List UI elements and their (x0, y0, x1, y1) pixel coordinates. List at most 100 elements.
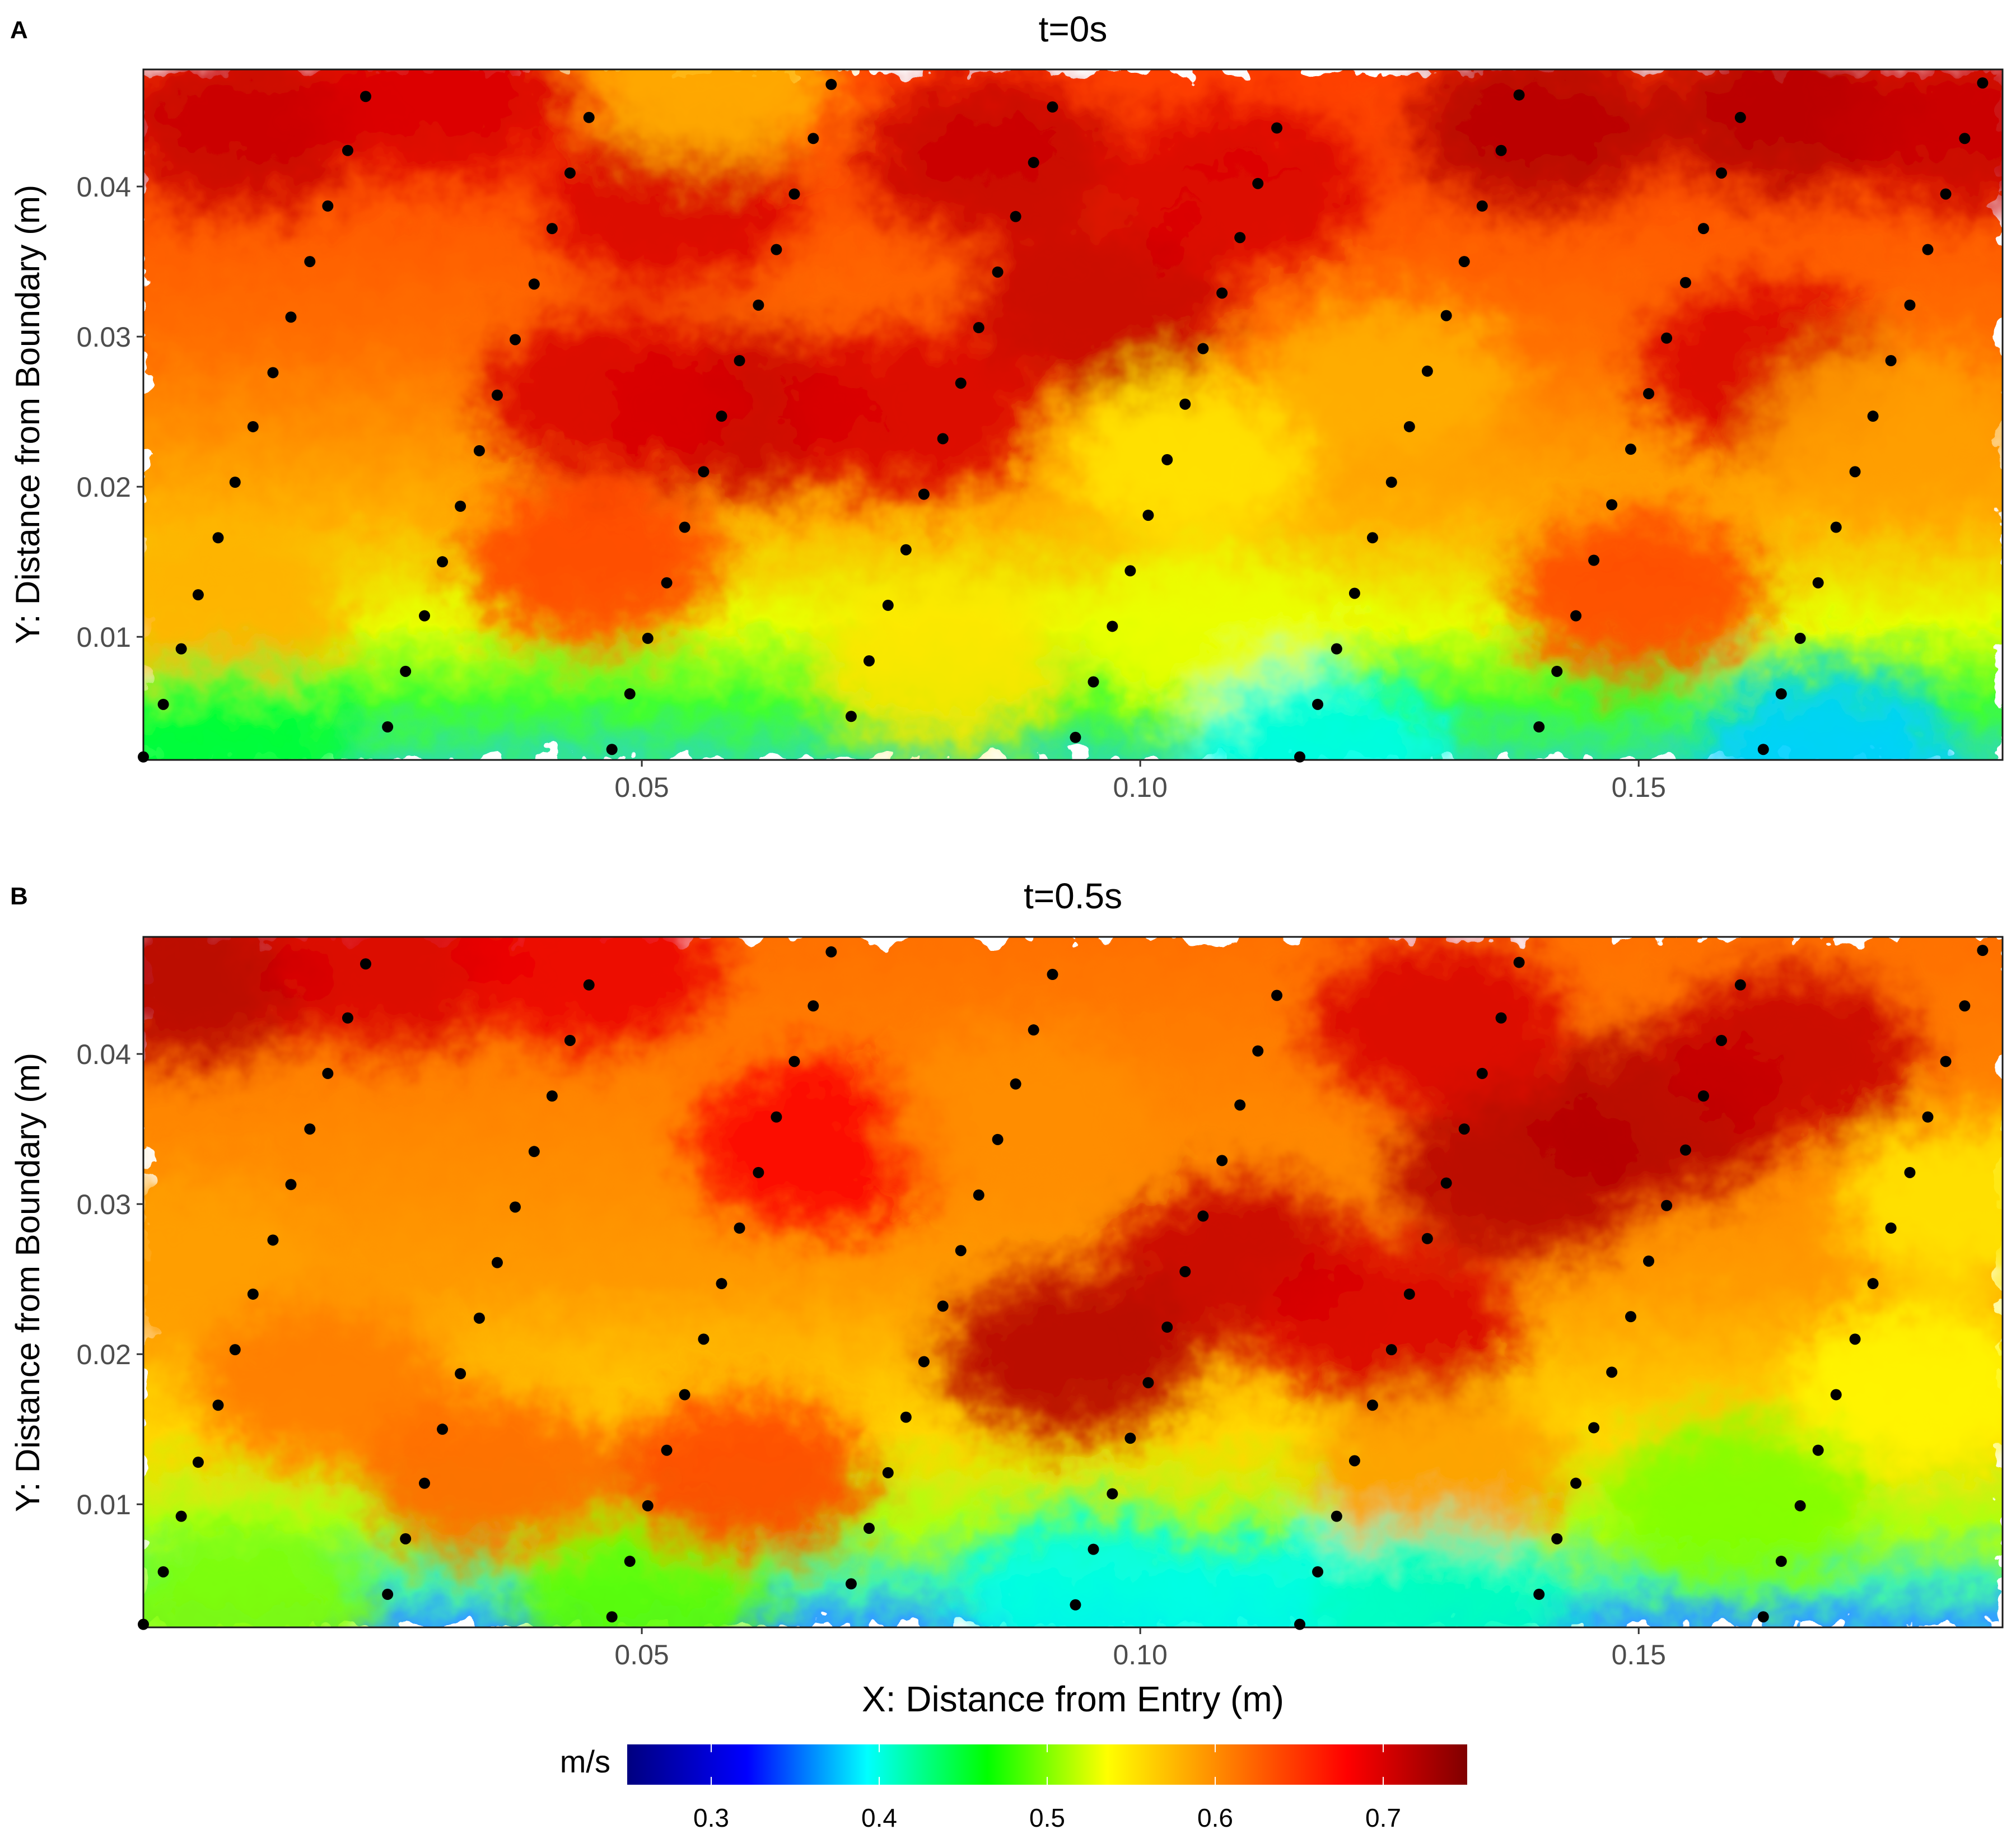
profile-dot-a (564, 167, 576, 179)
profile-dot-b (510, 1201, 521, 1213)
profile-dot-b (1010, 1078, 1021, 1090)
y-axis-b: 0.01 0.02 0.03 0.04 (77, 1039, 143, 1520)
profile-dot-a (1757, 744, 1769, 755)
profile-dot-b (1028, 1024, 1039, 1036)
profile-dot-a (419, 610, 431, 622)
profile-dot-b (955, 1245, 967, 1257)
profile-dot-b (583, 979, 595, 991)
profile-dot-b (304, 1123, 316, 1135)
heatmap-blob-a (1191, 665, 1449, 760)
y-axis-a: 0.01 0.02 0.03 0.04 (77, 171, 143, 653)
profile-dot-b (1625, 1311, 1636, 1323)
profile-dot-b (1234, 1099, 1246, 1111)
profile-dot-a (955, 377, 967, 389)
profile-dot-a (546, 223, 558, 235)
heatmap-blob-a (1061, 372, 1319, 541)
profile-dot-a (900, 544, 912, 556)
profile-dot-b (1070, 1599, 1081, 1611)
profile-dot-a (1271, 122, 1283, 134)
heatmap-blob-b (1838, 1120, 2003, 1289)
heatmap-blob-b (892, 1030, 1150, 1198)
profile-dot-b (229, 1344, 241, 1356)
profile-dot-a (1161, 454, 1173, 465)
panel-a: A t=0s 0.05 0.10 0.15 0.01 0.02 0.03 0.04 Y: … (9, 9, 2004, 803)
profile-dot-b (1940, 1056, 1952, 1067)
profile-dot-a (1661, 332, 1673, 344)
profile-dot-a (716, 410, 727, 422)
y-tick-label-a: 0.01 (77, 622, 131, 653)
heatmap-blob-a (1510, 507, 1768, 676)
profile-dot-b (175, 1510, 187, 1522)
profile-dot-b (1904, 1166, 1916, 1178)
profile-dot-b (900, 1411, 912, 1423)
profile-dot-a (1440, 310, 1452, 321)
profile-dot-a (212, 532, 224, 544)
profile-dot-a (192, 589, 204, 601)
profile-dot-b (1179, 1266, 1191, 1277)
profile-dot-b (845, 1578, 857, 1590)
x-axis-label-b: X: Distance from Entry (m) (862, 1679, 1284, 1719)
profile-dot-a (1047, 101, 1058, 113)
profile-dot-a (1234, 232, 1246, 244)
profile-dot-b (1495, 1012, 1507, 1024)
profile-dot-b (863, 1523, 875, 1534)
profile-dot-b (1385, 1344, 1397, 1356)
heatmap-blob-b (941, 1270, 1200, 1439)
y-axis-label-b: Y: Distance from Boundary (m) (9, 1053, 46, 1512)
profile-dot-a (400, 665, 412, 677)
profile-dot-a (473, 445, 485, 456)
colorbar-tick-label: 0.6 (1197, 1803, 1233, 1832)
profile-dot-a (992, 266, 1004, 278)
profile-dot-b (753, 1166, 764, 1178)
profile-dot-a (491, 389, 503, 401)
x-tick-label-b: 0.15 (1612, 1639, 1666, 1670)
profile-dot-a (1867, 410, 1879, 422)
profile-dot-b (1216, 1155, 1228, 1166)
profile-dot-b (1812, 1444, 1824, 1456)
profile-dot-b (1348, 1455, 1360, 1467)
profile-dot-b (473, 1312, 485, 1324)
profile-dot-b (1331, 1510, 1342, 1522)
profile-dot-a (1588, 554, 1600, 566)
profile-dot-b (1197, 1210, 1209, 1222)
profile-dot-b (1294, 1618, 1305, 1630)
profile-dot-b (1476, 1067, 1488, 1079)
profile-dot-a (1625, 444, 1636, 455)
profile-dot-b (1312, 1566, 1324, 1578)
profile-dot-b (437, 1424, 449, 1435)
profile-dot-b (1588, 1422, 1600, 1434)
heatmap-a-blobs (143, 69, 2003, 760)
profile-dot-a (360, 91, 371, 102)
profile-dot-a (1421, 365, 1433, 377)
panel-a-frame (142, 68, 2004, 761)
profile-dot-b (382, 1589, 394, 1600)
x-tick-label-b: 0.05 (614, 1639, 669, 1670)
profile-dot-a (1366, 532, 1378, 544)
panel-a-title: t=0s (1039, 9, 1108, 49)
heatmap-blob-b (264, 937, 521, 1048)
profile-dot-a (1476, 200, 1488, 212)
profile-dot-b (455, 1368, 466, 1380)
profile-dot-b (698, 1333, 710, 1345)
profile-dot-a (624, 688, 636, 700)
heatmap-blob-a (1111, 102, 1369, 271)
profile-dot-b (157, 1566, 169, 1578)
heatmap-blob-a (483, 312, 741, 481)
profile-dot-b (400, 1533, 412, 1544)
profile-dot-a (845, 711, 857, 722)
x-axis-b: 0.05 0.10 0.15 (614, 1627, 1666, 1670)
profile-dot-b (1421, 1233, 1433, 1244)
heatmap-blob-a (1410, 69, 1668, 211)
profile-dot-b (1161, 1321, 1173, 1333)
profile-dot-b (1679, 1144, 1691, 1156)
profile-dot-b (808, 1000, 819, 1012)
profile-dot-b (1885, 1222, 1897, 1234)
colorbar-title: m/s (560, 1744, 610, 1779)
profile-dot-b (624, 1556, 636, 1567)
profile-dot-b (1757, 1611, 1769, 1623)
profile-dot-b (342, 1012, 353, 1024)
profile-dot-a (1142, 510, 1154, 521)
heatmap-blob-b (363, 1390, 622, 1558)
profile-dot-a (973, 322, 984, 334)
profile-dot-a (285, 311, 297, 323)
